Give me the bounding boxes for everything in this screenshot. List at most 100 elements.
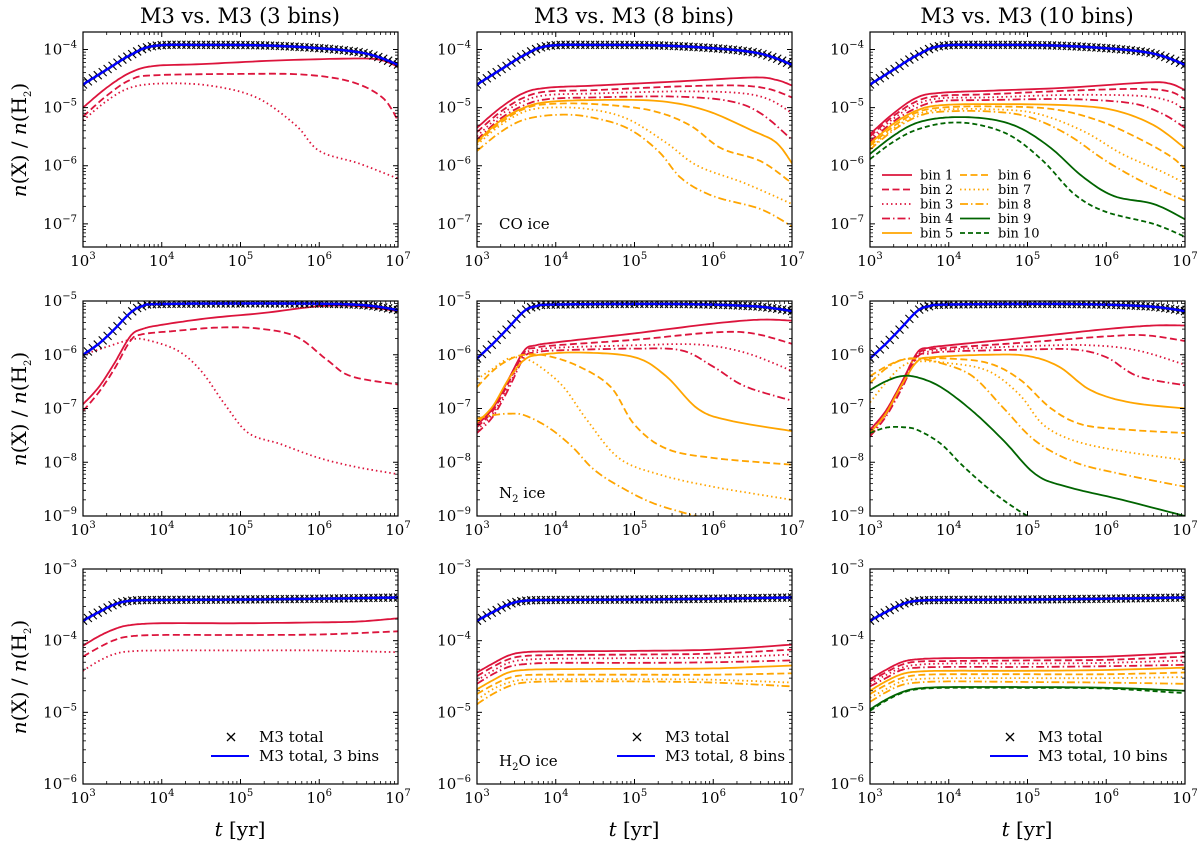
series-bin-6	[477, 353, 792, 466]
x-tick-label: 105	[622, 251, 647, 270]
y-tick-label: 10−5	[830, 702, 864, 721]
series-bin-8	[870, 680, 1185, 703]
species-annotation: CO ice	[499, 215, 550, 233]
plot-area	[477, 40, 792, 228]
series-bin-5	[477, 664, 792, 691]
series-bin-1	[83, 617, 398, 647]
series-m3-total-line	[83, 596, 398, 622]
series-bin-3	[477, 343, 792, 431]
y-tick-label: 10−3	[437, 559, 471, 578]
y-tick-label: 10−7	[830, 399, 864, 418]
series-bin-5	[477, 98, 792, 164]
plot-area	[83, 593, 398, 672]
series-m3-total-line	[83, 302, 398, 356]
axes-frame	[869, 300, 1186, 517]
series-bin-3	[83, 82, 398, 180]
series-bin-1	[83, 304, 398, 405]
series-m3-total-markers	[870, 301, 1185, 363]
y-tick-label: 10−6	[830, 345, 864, 364]
y-tick-label: 10−5	[830, 98, 864, 117]
legend-label-m3-total-bins: M3 total, 10 bins	[1038, 747, 1168, 765]
x-tick-label: 103	[464, 520, 489, 539]
y-tick-label: 10−4	[437, 631, 471, 650]
x-tick-label: 103	[70, 251, 95, 270]
panel-r2-c2: 103 104 105 106 107 10−5 10−6 10−7 10−8 10−9 N2 ic…	[437, 291, 805, 539]
legend-marker-x	[1005, 732, 1015, 742]
series-bin-7	[477, 356, 792, 501]
series-bin-1	[477, 643, 792, 674]
legend-label-bin-2: bin 2	[920, 183, 953, 198]
series-bin-2	[870, 334, 1185, 433]
x-tick-label: 105	[1015, 788, 1040, 807]
series-bin-7	[870, 676, 1185, 699]
series-bin-6	[870, 105, 1185, 170]
y-tick-label: 10−5	[437, 702, 471, 721]
x-tick-label: 103	[70, 788, 95, 807]
y-tick-label: 10−6	[43, 156, 77, 175]
series-m3-total-line	[477, 302, 792, 360]
x-tick-label: 107	[779, 788, 804, 807]
series-bin-4	[477, 659, 792, 685]
series-bin-6	[477, 102, 792, 184]
marker-m3-total	[787, 306, 792, 316]
axes-frame	[82, 300, 399, 517]
series-bin-7	[870, 108, 1185, 185]
y-tick-label: 10−6	[43, 774, 77, 793]
y-tick-label: 10−4	[43, 631, 77, 650]
y-tick-label: 10−4	[830, 39, 864, 58]
y-tick-label: 10−6	[43, 345, 77, 364]
x-tick-label: 104	[149, 251, 174, 270]
y-axis-label-row-3: n(X) / n(H2)	[7, 620, 34, 735]
series-bin-3	[83, 337, 398, 476]
axes-frame	[82, 31, 399, 248]
series-bin-1	[83, 57, 398, 109]
svg-text:n(X) / n(H2): n(X) / n(H2)	[7, 352, 34, 467]
y-tick-label: 10−9	[43, 506, 77, 525]
series-bin-6	[870, 671, 1185, 695]
y-tick-label: 10−5	[43, 98, 77, 117]
x-tick-label: 103	[464, 251, 489, 270]
series-bin-9	[870, 374, 1185, 516]
x-tick-label: 106	[1094, 520, 1119, 539]
y-tick-label: 10−5	[437, 98, 471, 117]
legend-label-bin-5: bin 5	[920, 227, 953, 242]
series-bin-4	[870, 348, 1185, 438]
x-tick-label: 106	[307, 788, 332, 807]
series-bin-1	[870, 81, 1185, 135]
x-tick-label: 107	[779, 520, 804, 539]
series-bin-4	[870, 663, 1185, 688]
legend-label-bin-6: bin 6	[998, 169, 1031, 184]
x-tick-label: 105	[228, 251, 253, 270]
marker-m3-total	[393, 593, 398, 602]
legend-label-m3-total-bins: M3 total, 3 bins	[259, 747, 379, 765]
series-bin-2	[477, 330, 792, 428]
series-m3-total-line	[870, 596, 1185, 622]
x-tick-label: 107	[385, 251, 410, 270]
y-tick-label: 10−6	[437, 345, 471, 364]
x-tick-label: 105	[622, 788, 647, 807]
x-tick-label: 105	[622, 520, 647, 539]
legend-label-m3-total: M3 total	[1038, 728, 1103, 746]
legend-marker-x	[226, 732, 236, 742]
x-tick-label: 106	[701, 251, 726, 270]
series-bin-1	[870, 324, 1185, 431]
x-tick-label: 106	[307, 251, 332, 270]
y-tick-label: 10−4	[43, 39, 77, 58]
y-tick-label: 10−8	[43, 452, 77, 471]
series-bin-3	[477, 90, 792, 138]
x-tick-label: 104	[149, 520, 174, 539]
y-tick-label: 10−5	[43, 291, 77, 310]
plot-area	[870, 40, 1185, 238]
series-m3-total-markers	[870, 40, 1185, 89]
series-bin-2	[83, 630, 398, 658]
x-tick-label: 106	[1094, 788, 1119, 807]
x-tick-label: 105	[1015, 520, 1040, 539]
series-bin-2	[477, 648, 792, 677]
y-tick-label: 10−3	[43, 559, 77, 578]
species-annotation: N2 ice	[499, 484, 545, 505]
series-bin-10	[870, 426, 1030, 516]
svg-text:n(X) / n(H2): n(X) / n(H2)	[7, 620, 34, 735]
x-tick-label: 104	[149, 788, 174, 807]
